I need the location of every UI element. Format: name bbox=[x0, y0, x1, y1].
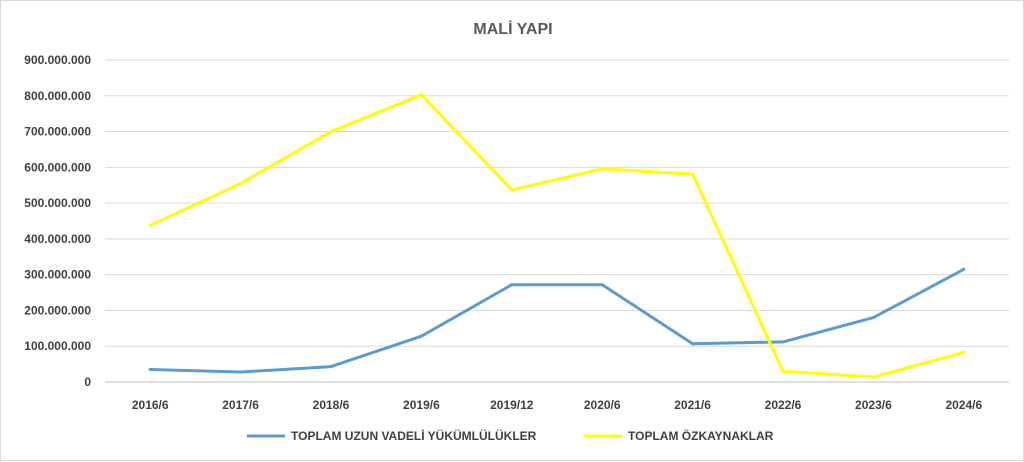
legend: TOPLAM UZUN VADELİ YÜKÜMLÜLÜKLER TOPLAM Ö… bbox=[247, 428, 774, 443]
data-point bbox=[600, 167, 604, 171]
x-tick-label: 2018/6 bbox=[313, 398, 350, 412]
y-tick-label: 800.000.000 bbox=[24, 89, 91, 103]
gridlines bbox=[105, 59, 1009, 383]
series-lines bbox=[148, 93, 966, 379]
data-point bbox=[871, 316, 875, 320]
legend-label: TOPLAM ÖZKAYNAKLAR bbox=[628, 428, 774, 443]
data-point bbox=[781, 369, 785, 373]
x-tick-label: 2017/6 bbox=[222, 398, 259, 412]
x-tick-label: 2016/6 bbox=[132, 398, 169, 412]
data-point bbox=[962, 350, 966, 354]
x-tick-label: 2024/6 bbox=[945, 398, 982, 412]
data-point bbox=[962, 267, 966, 271]
y-tick-label: 500.000.000 bbox=[24, 196, 91, 210]
data-point bbox=[329, 365, 333, 369]
data-point bbox=[239, 370, 243, 374]
y-axis-ticks: 0 100.000.000 200.000.000 300.000.000 400.00… bbox=[24, 53, 91, 389]
x-tick-label: 2020/6 bbox=[584, 398, 621, 412]
x-tick-label: 2021/6 bbox=[674, 398, 711, 412]
data-point bbox=[691, 172, 695, 176]
data-point bbox=[148, 223, 152, 227]
x-tick-label: 2019/12 bbox=[490, 398, 534, 412]
data-point bbox=[419, 334, 423, 338]
data-point bbox=[419, 93, 423, 97]
x-tick-label: 2023/6 bbox=[855, 398, 892, 412]
chart-title: MALİ YAPI bbox=[473, 20, 552, 38]
y-tick-label: 0 bbox=[84, 375, 91, 389]
y-tick-label: 700.000.000 bbox=[24, 125, 91, 139]
data-point bbox=[691, 342, 695, 346]
data-point bbox=[600, 283, 604, 287]
y-tick-label: 400.000.000 bbox=[24, 232, 91, 246]
legend-item-1: TOPLAM ÖZKAYNAKLAR bbox=[584, 428, 774, 443]
series-line-1 bbox=[148, 93, 966, 379]
data-point bbox=[871, 375, 875, 379]
data-point bbox=[781, 340, 785, 344]
y-tick-label: 900.000.000 bbox=[24, 53, 91, 67]
series-line-0 bbox=[148, 267, 966, 374]
data-point bbox=[148, 367, 152, 371]
legend-item-0: TOPLAM UZUN VADELİ YÜKÜMLÜLÜKLER bbox=[247, 428, 537, 443]
y-tick-label: 100.000.000 bbox=[24, 339, 91, 353]
y-tick-label: 300.000.000 bbox=[24, 268, 91, 282]
data-point bbox=[239, 181, 243, 185]
x-tick-label: 2022/6 bbox=[765, 398, 802, 412]
x-axis-ticks: 2016/6 2017/6 2018/6 2019/6 2019/12 2020/6 202… bbox=[132, 398, 983, 412]
legend-label: TOPLAM UZUN VADELİ YÜKÜMLÜLÜKLER bbox=[291, 428, 537, 443]
x-tick-label: 2019/6 bbox=[403, 398, 440, 412]
y-tick-label: 600.000.000 bbox=[24, 160, 91, 174]
data-point bbox=[329, 130, 333, 134]
data-point bbox=[510, 188, 514, 192]
data-point bbox=[510, 283, 514, 287]
y-tick-label: 200.000.000 bbox=[24, 303, 91, 317]
